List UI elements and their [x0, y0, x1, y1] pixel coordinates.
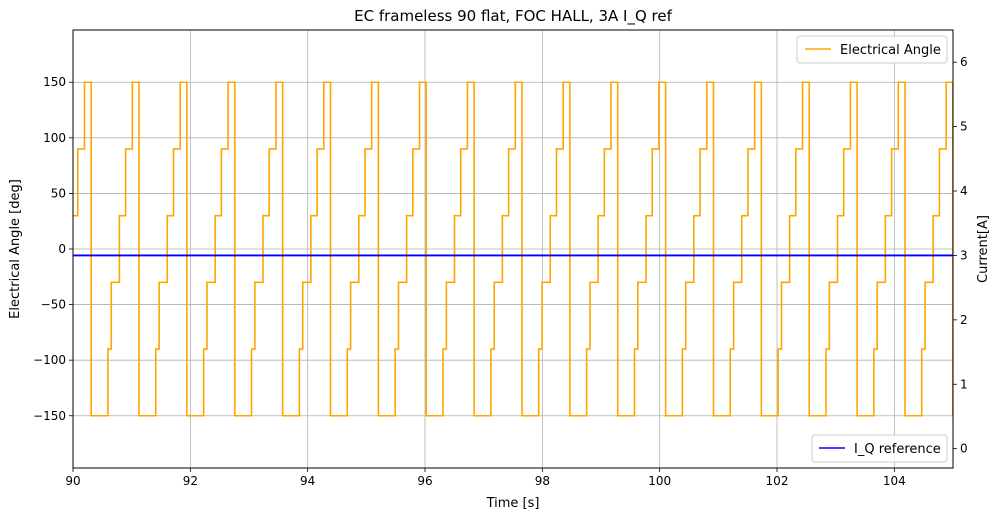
y-right-tick-label: 6 [960, 55, 968, 69]
x-axis-label: Time [s] [486, 496, 540, 511]
y-left-tick-label: 100 [43, 131, 66, 145]
y-left-tick-label: 150 [43, 75, 66, 89]
series-electrical-angle-line [73, 81, 953, 417]
y-left-tick-label: −150 [33, 409, 66, 423]
x-tick-label: 102 [766, 474, 789, 488]
plot-series [73, 81, 953, 417]
x-tick-label: 90 [65, 474, 80, 488]
y-right-tick-label: 3 [960, 248, 968, 262]
y-right-tick-label: 5 [960, 120, 968, 134]
grid [72, 30, 953, 468]
legend-label-electrical-angle: Electrical Angle [840, 43, 941, 58]
legend-box [811, 434, 948, 463]
y-left-tick-label: 0 [58, 242, 66, 256]
y-left-tick-label: −50 [41, 298, 66, 312]
axes: 90 92 94 96 98 100 102 104150100500−50−100−1506… [33, 55, 968, 488]
x-tick-label: 96 [417, 474, 432, 488]
x-tick-label: 98 [535, 474, 550, 488]
x-tick-label: 92 [183, 474, 198, 488]
y-left-tick-label: −100 [33, 353, 66, 367]
legend-electrical-angle: Electrical Angle [796, 35, 948, 64]
x-tick-label: 100 [648, 474, 671, 488]
y-right-tick-label: 2 [960, 313, 968, 327]
y-axis-label-right: Current[A] [976, 215, 991, 283]
y-right-tick-label: 4 [960, 184, 968, 198]
x-tick-label: 104 [883, 474, 906, 488]
legend-label-iq-reference: I_Q reference [854, 442, 941, 457]
legend-box [796, 35, 948, 64]
y-right-tick-label: 0 [960, 442, 968, 456]
y-axis-label-left: Electrical Angle [deg] [8, 179, 23, 319]
y-left-tick-label: 50 [51, 186, 66, 200]
legend-iq-reference: I_Q reference [811, 434, 948, 463]
y-right-tick-label: 1 [960, 377, 968, 391]
chart-title: EC frameless 90 flat, FOC HALL, 3A I_Q r… [354, 7, 673, 26]
x-tick-label: 94 [300, 474, 315, 488]
